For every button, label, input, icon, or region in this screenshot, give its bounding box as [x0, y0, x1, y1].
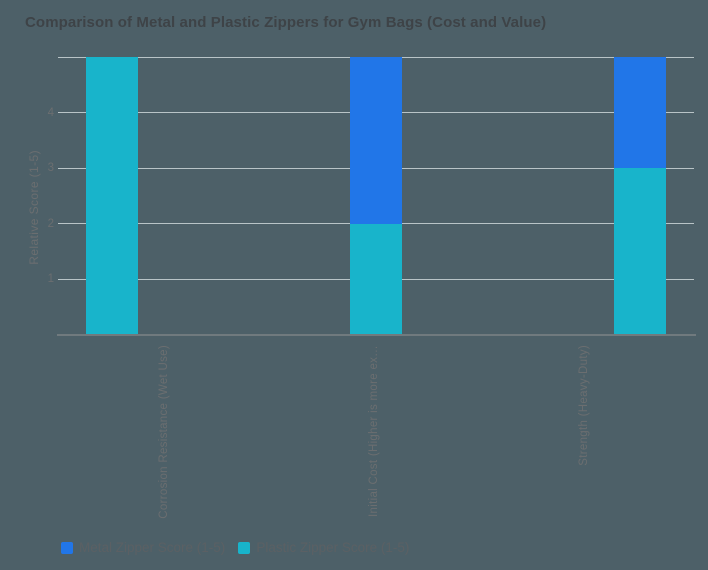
bar-segment-metal-cat3[interactable] [613, 57, 666, 169]
legend-label: Plastic Zipper Score (1-5) [256, 540, 410, 555]
x-category-label-2: Initial Cost (Higher is more ex… [368, 345, 380, 517]
legend-swatch-icon [238, 541, 251, 554]
legend-label: Metal Zipper Score (1-5) [79, 540, 226, 555]
bar-segment-plastic-cat2[interactable] [350, 223, 402, 335]
legend-item-plastic[interactable]: Plastic Zipper Score (1-5) [238, 540, 409, 555]
legend-swatch-icon [61, 541, 73, 554]
y-tick-label-4: 4 [47, 106, 54, 119]
x-category-label-1: Corrosion Resistance (Wet Use) [158, 345, 170, 519]
bar-segment-plastic-cat3[interactable] [613, 168, 666, 335]
y-tick-label-2: 2 [47, 217, 54, 230]
x-axis-line [57, 334, 696, 336]
x-category-label-3: Strength (Heavy-Duty) [578, 345, 590, 466]
y-tick-label-1: 1 [47, 273, 54, 286]
legend: Metal Zipper Score (1-5) Plastic Zipper S… [61, 540, 409, 555]
bar-segment-plastic-cat1[interactable] [86, 57, 138, 335]
bar-segment-metal-cat2[interactable] [350, 57, 402, 224]
y-tick-label-3: 3 [47, 162, 54, 175]
chart-title: Comparison of Metal and Plastic Zippers … [25, 14, 547, 31]
legend-item-metal[interactable]: Metal Zipper Score (1-5) [61, 540, 225, 555]
